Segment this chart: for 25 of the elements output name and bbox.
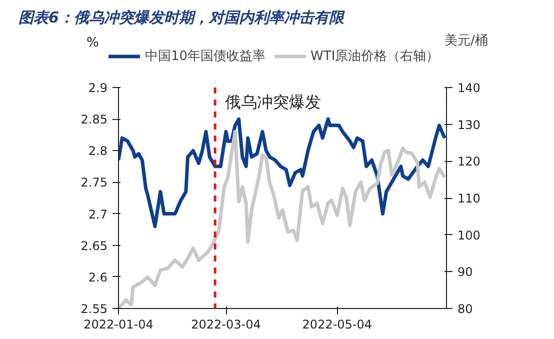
y-tick-label: 2.85 <box>80 112 108 127</box>
y2-tick-label: 120 <box>458 154 480 169</box>
y-tick-label: 2.75 <box>80 176 108 190</box>
y2-tick-label: 90 <box>458 265 473 280</box>
x-tick-label: 2022-01-04 <box>84 318 154 332</box>
line-series <box>118 117 446 228</box>
chart-title: 图表6：俄乌冲突爆发时期，对国内利率冲击有限 <box>18 8 345 26</box>
y2-axis-title: 美元/桶 <box>444 32 488 48</box>
x-tick-label: 2022-03-04 <box>191 318 261 332</box>
y2-tick-label: 130 <box>458 118 480 132</box>
y-axis-title: % <box>86 36 99 50</box>
y2-tick-label: 140 <box>458 81 480 95</box>
y2-tick-label: 110 <box>458 192 480 206</box>
legend-label: WTI原油价格（右轴） <box>310 48 440 65</box>
y-tick-label: 2.7 <box>88 207 108 222</box>
y-tick-label: 2.8 <box>88 144 108 158</box>
ref-line-label: 俄乌冲突爆发 <box>225 92 322 112</box>
legend-label: 中国10年国债收益率 <box>145 48 266 65</box>
y-tick-label: 2.65 <box>80 238 108 253</box>
y2-tick-label: 100 <box>458 228 480 242</box>
y-tick-label: 2.6 <box>88 270 108 284</box>
y-tick-label: 2.55 <box>80 302 108 316</box>
y2-tick-label: 80 <box>458 302 473 316</box>
y-tick-label: 2.9 <box>88 81 108 95</box>
x-tick-label: 2022-05-04 <box>302 318 372 332</box>
